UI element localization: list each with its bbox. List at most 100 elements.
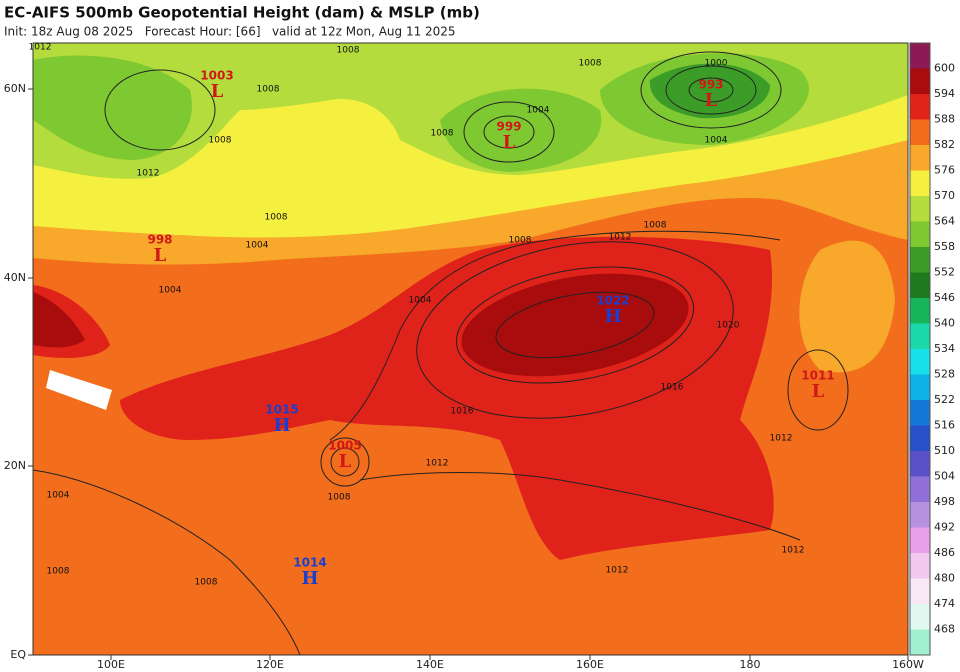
colorbar-bin bbox=[910, 553, 930, 579]
map-field bbox=[33, 43, 908, 655]
contour-label: 1004 bbox=[159, 286, 182, 296]
colorbar-frame bbox=[909, 42, 931, 656]
contour-label: 1012 bbox=[782, 546, 805, 556]
colorbar-label: 552 bbox=[934, 266, 955, 279]
colorbar-bin bbox=[910, 94, 930, 120]
contour-label: 1004 bbox=[705, 136, 728, 146]
colorbar-label: 498 bbox=[934, 495, 955, 508]
colorbar-label: 474 bbox=[934, 597, 955, 610]
contour-label: 1012 bbox=[426, 459, 449, 469]
contour-label: 1008 bbox=[257, 85, 280, 95]
lat-label: 40N bbox=[4, 271, 26, 284]
contour-label: 1016 bbox=[451, 407, 474, 417]
contour-label: 1012 bbox=[609, 233, 632, 243]
colorbar-bin bbox=[910, 68, 930, 95]
center-value: 993 bbox=[698, 78, 723, 92]
contour-label: 1008 bbox=[47, 567, 70, 577]
contour-label: 1008 bbox=[431, 129, 454, 139]
contour-label: 1012 bbox=[137, 169, 160, 179]
colorbar-bin bbox=[910, 527, 930, 554]
center-letter: H bbox=[301, 568, 318, 589]
lon-label: 180 bbox=[740, 658, 761, 671]
lon-label: 160W bbox=[892, 658, 924, 671]
colorbar-bin bbox=[910, 604, 930, 630]
colorbar-label: 486 bbox=[934, 546, 955, 559]
contour-label: 1000 bbox=[705, 59, 728, 69]
center-value: 999 bbox=[496, 120, 521, 134]
center-letter: L bbox=[339, 451, 352, 472]
center-letter: L bbox=[154, 245, 167, 266]
contour-label: 1004 bbox=[47, 491, 70, 501]
colorbar-bin bbox=[910, 221, 930, 248]
center-value: 1005 bbox=[328, 439, 361, 453]
center-letter: H bbox=[604, 306, 621, 327]
center-value: 1022 bbox=[596, 294, 629, 308]
colorbar-label: 558 bbox=[934, 240, 955, 253]
map-frame bbox=[32, 42, 909, 656]
colorbar-label: 468 bbox=[934, 623, 955, 636]
colorbar-bin bbox=[910, 272, 930, 299]
colorbar-bin bbox=[910, 502, 930, 528]
lat-label: 60N bbox=[4, 82, 26, 95]
contour-label: 1004 bbox=[527, 106, 550, 116]
contour-label: 1012 bbox=[770, 434, 793, 444]
center-letter: L bbox=[705, 90, 718, 111]
lon-label: 140E bbox=[416, 658, 444, 671]
colorbar-label: 576 bbox=[934, 164, 955, 177]
contour-label: 1008 bbox=[265, 213, 288, 223]
colorbar-label: 564 bbox=[934, 215, 955, 228]
contour-label: 1008 bbox=[337, 46, 360, 56]
center-letter: L bbox=[812, 381, 825, 402]
center-value: 998 bbox=[147, 233, 172, 247]
lat-label: 20N bbox=[4, 459, 26, 472]
colorbar-bin bbox=[910, 247, 930, 273]
colorbar-bin bbox=[910, 400, 930, 426]
colorbar-bin bbox=[910, 629, 930, 656]
contour-label: 1008 bbox=[328, 493, 351, 503]
center-value: 1014 bbox=[293, 556, 326, 570]
center-letter: H bbox=[273, 415, 290, 436]
colorbar-label: 582 bbox=[934, 138, 955, 151]
colorbar-bin bbox=[910, 476, 930, 503]
colorbar-bin bbox=[910, 374, 930, 401]
colorbar-bin bbox=[910, 43, 930, 69]
contour-label: 1020 bbox=[717, 321, 740, 331]
colorbar-bin bbox=[910, 578, 930, 605]
contour-label: 1008 bbox=[195, 578, 218, 588]
center-letter: L bbox=[503, 132, 516, 153]
colorbar-label: 510 bbox=[934, 444, 955, 457]
lat-label: EQ bbox=[10, 648, 26, 661]
center-value: 1011 bbox=[801, 369, 834, 383]
contour-label: 1008 bbox=[209, 136, 232, 146]
contour-label: 1012 bbox=[29, 43, 52, 53]
center-value: 1003 bbox=[200, 69, 233, 83]
contour-label: 1004 bbox=[246, 241, 269, 251]
colorbar-label: 504 bbox=[934, 470, 955, 483]
contour-label: 1016 bbox=[661, 383, 684, 393]
colorbar-bin bbox=[910, 451, 930, 477]
colorbar-label: 570 bbox=[934, 189, 955, 202]
colorbar-label: 594 bbox=[934, 87, 955, 100]
colorbar-bin bbox=[910, 298, 930, 324]
colorbar-label: 492 bbox=[934, 521, 955, 534]
colorbar-label: 480 bbox=[934, 572, 955, 585]
title: EC-AIFS 500mb Geopotential Height (dam) … bbox=[4, 4, 480, 22]
colorbar-bin bbox=[910, 119, 930, 146]
subtitle: Init: 18z Aug 08 2025 Forecast Hour: [66… bbox=[4, 25, 456, 39]
colorbar-label: 600 bbox=[934, 62, 955, 75]
colorbar-label: 528 bbox=[934, 368, 955, 381]
lon-label: 120E bbox=[256, 658, 284, 671]
contour-label: 1012 bbox=[606, 566, 629, 576]
colorbar-bin bbox=[910, 170, 930, 197]
contour-label: 1008 bbox=[644, 221, 667, 231]
colorbar-label: 588 bbox=[934, 113, 955, 126]
colorbar-bin bbox=[910, 349, 930, 375]
colorbar-label: 522 bbox=[934, 393, 955, 406]
contour-label: 1008 bbox=[579, 59, 602, 69]
lon-label: 160E bbox=[576, 658, 604, 671]
colorbar-bin bbox=[910, 196, 930, 222]
center-letter: L bbox=[211, 81, 224, 102]
colorbar-label: 516 bbox=[934, 419, 955, 432]
contour-label: 1004 bbox=[409, 296, 432, 306]
colorbar-label: 546 bbox=[934, 291, 955, 304]
